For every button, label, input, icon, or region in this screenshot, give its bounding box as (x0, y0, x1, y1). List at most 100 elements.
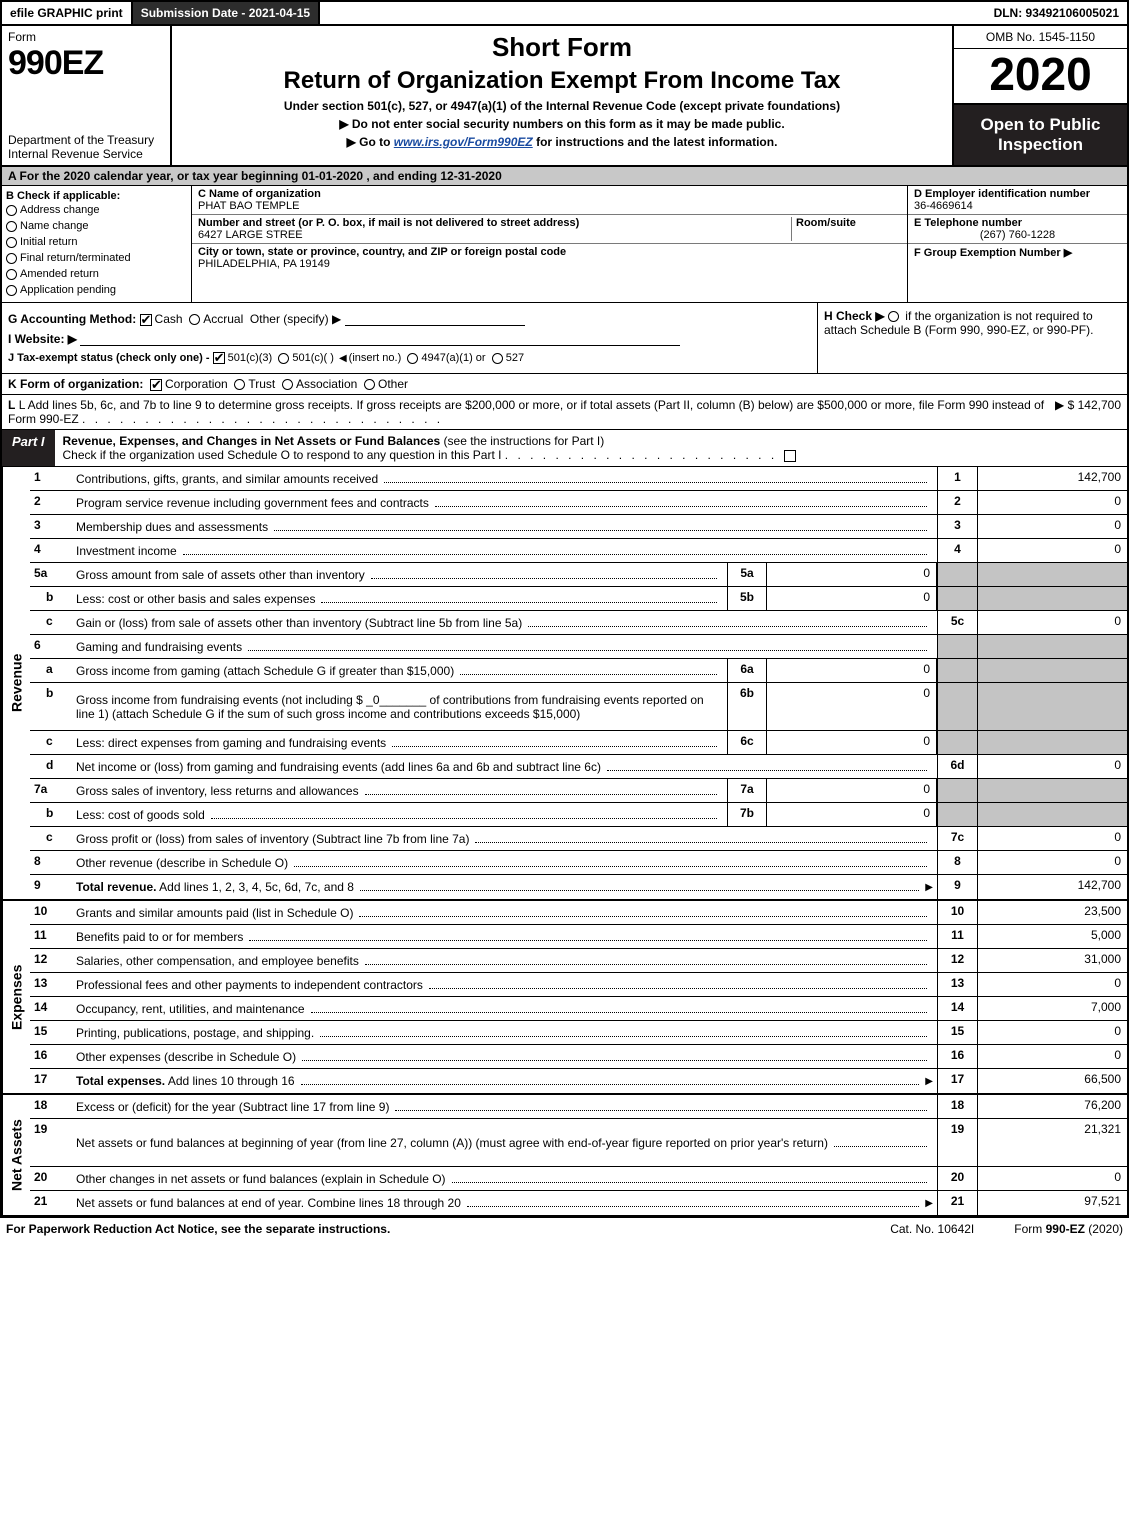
city-value: PHILADELPHIA, PA 19149 (198, 258, 901, 270)
right-number: 5c (937, 611, 977, 634)
table-row: 8Other revenue (describe in Schedule O)8… (30, 851, 1127, 875)
row-number: a (30, 659, 72, 682)
chk-4947[interactable] (407, 353, 418, 364)
row-number: 19 (30, 1119, 72, 1166)
mid-number: 6c (727, 731, 767, 754)
chk-schedule-o[interactable] (784, 450, 796, 462)
revenue-table: Revenue 1Contributions, gifts, grants, a… (0, 467, 1129, 899)
chk-h[interactable] (888, 311, 899, 322)
box-b: B Check if applicable: Address change Na… (2, 186, 192, 302)
row-desc: Other changes in net assets or fund bala… (72, 1167, 937, 1190)
row-desc: Less: direct expenses from gaming and fu… (72, 731, 727, 754)
efile-graphic-print[interactable]: efile GRAPHIC print (2, 2, 133, 24)
e-phone-label: E Telephone number (914, 217, 1121, 229)
dept-irs: Internal Revenue Service (8, 147, 164, 161)
right-value: 142,700 (977, 875, 1127, 899)
table-row: bGross income from fundraising events (n… (30, 683, 1127, 731)
meta-block: G Accounting Method: Cash Accrual Other … (0, 303, 1129, 374)
row-number: b (30, 803, 72, 826)
vlabel-expenses: Expenses (2, 901, 30, 1093)
meta-left: G Accounting Method: Cash Accrual Other … (2, 303, 817, 373)
chk-501c3[interactable] (213, 352, 225, 364)
right-number (937, 635, 977, 658)
right-number (937, 563, 977, 586)
addr-label: Number and street (or P. O. box, if mail… (198, 217, 791, 229)
right-number: 19 (937, 1119, 977, 1166)
row-desc: Net income or (loss) from gaming and fun… (72, 755, 937, 778)
line-i: I Website: ▶ (8, 329, 811, 349)
row-number: 16 (30, 1045, 72, 1068)
chk-amended-return[interactable]: Amended return (6, 266, 187, 282)
identification-block: B Check if applicable: Address change Na… (0, 186, 1129, 303)
row-number: b (30, 587, 72, 610)
row-desc: Occupancy, rent, utilities, and maintena… (72, 997, 937, 1020)
table-row: 16Other expenses (describe in Schedule O… (30, 1045, 1127, 1069)
right-value: 0 (977, 1045, 1127, 1068)
chk-trust[interactable] (234, 379, 245, 390)
c-name-value: PHAT BAO TEMPLE (198, 200, 901, 212)
table-row: 17Total expenses. Add lines 10 through 1… (30, 1069, 1127, 1093)
right-value: 0 (977, 755, 1127, 778)
addr-value: 6427 LARGE STREE (198, 229, 791, 241)
row-number: c (30, 731, 72, 754)
right-value: 0 (977, 611, 1127, 634)
table-row: bLess: cost of goods sold7b0 (30, 803, 1127, 827)
chk-final-return[interactable]: Final return/terminated (6, 250, 187, 266)
chk-cash[interactable] (140, 314, 152, 326)
chk-assoc[interactable] (282, 379, 293, 390)
chk-501c[interactable] (278, 353, 289, 364)
right-value: 97,521 (977, 1191, 1127, 1215)
city-label: City or town, state or province, country… (198, 246, 901, 258)
right-number (937, 731, 977, 754)
right-value: 7,000 (977, 997, 1127, 1020)
table-row: 20Other changes in net assets or fund ba… (30, 1167, 1127, 1191)
header-right: OMB No. 1545-1150 2020 Open to Public In… (952, 26, 1127, 165)
right-value (977, 563, 1127, 586)
row-number: d (30, 755, 72, 778)
chk-other-org[interactable] (364, 379, 375, 390)
row-number: c (30, 611, 72, 634)
right-number: 9 (937, 875, 977, 899)
vlabel-revenue: Revenue (2, 467, 30, 899)
mid-number: 6a (727, 659, 767, 682)
irs-link[interactable]: www.irs.gov/Form990EZ (394, 135, 533, 149)
chk-accrual[interactable] (189, 314, 200, 325)
row-desc: Less: cost or other basis and sales expe… (72, 587, 727, 610)
right-number: 14 (937, 997, 977, 1020)
chk-address-change[interactable]: Address change (6, 202, 187, 218)
right-number (937, 803, 977, 826)
net-assets-table: Net Assets 18Excess or (deficit) for the… (0, 1093, 1129, 1217)
row-desc: Net assets or fund balances at end of ye… (72, 1191, 937, 1215)
form-header: Form 990EZ Department of the Treasury In… (0, 24, 1129, 167)
right-value: 0 (977, 973, 1127, 996)
chk-527[interactable] (492, 353, 503, 364)
chk-application-pending[interactable]: Application pending (6, 282, 187, 298)
chk-corp[interactable] (150, 379, 162, 391)
right-number: 11 (937, 925, 977, 948)
meta-right-h: H Check ▶ if the organization is not req… (817, 303, 1127, 373)
mid-value: 0 (767, 803, 937, 826)
dln: DLN: 93492106005021 (986, 2, 1127, 24)
mid-value: 0 (767, 659, 937, 682)
header-center: Short Form Return of Organization Exempt… (172, 26, 952, 165)
row-number: 18 (30, 1095, 72, 1118)
right-value: 21,321 (977, 1119, 1127, 1166)
room-label: Room/suite (796, 217, 901, 229)
right-number: 3 (937, 515, 977, 538)
right-value: 5,000 (977, 925, 1127, 948)
row-number: 5a (30, 563, 72, 586)
chk-name-change[interactable]: Name change (6, 218, 187, 234)
row-desc: Total revenue. Add lines 1, 2, 3, 4, 5c,… (72, 875, 937, 899)
right-number: 8 (937, 851, 977, 874)
row-desc: Printing, publications, postage, and shi… (72, 1021, 937, 1044)
row-number: 13 (30, 973, 72, 996)
table-row: 11Benefits paid to or for members115,000 (30, 925, 1127, 949)
right-number: 15 (937, 1021, 977, 1044)
table-row: 15Printing, publications, postage, and s… (30, 1021, 1127, 1045)
right-value (977, 803, 1127, 826)
table-row: cLess: direct expenses from gaming and f… (30, 731, 1127, 755)
table-row: 21Net assets or fund balances at end of … (30, 1191, 1127, 1215)
efile-topbar: efile GRAPHIC print Submission Date - 20… (0, 0, 1129, 24)
right-number: 7c (937, 827, 977, 850)
chk-initial-return[interactable]: Initial return (6, 234, 187, 250)
